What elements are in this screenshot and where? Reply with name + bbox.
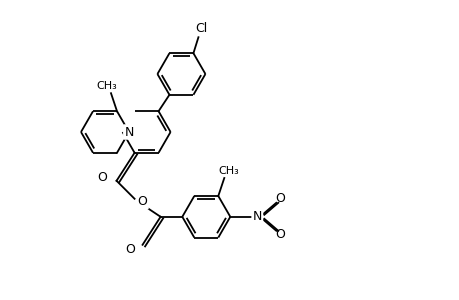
Text: N: N (124, 125, 134, 139)
Text: O: O (275, 228, 285, 241)
Text: N: N (252, 210, 262, 223)
Text: CH₃: CH₃ (96, 81, 117, 91)
Text: O: O (97, 171, 107, 184)
Text: Cl: Cl (195, 22, 207, 35)
Text: O: O (275, 192, 285, 205)
Text: CH₃: CH₃ (218, 166, 238, 176)
Text: O: O (125, 243, 135, 256)
Text: O: O (137, 195, 147, 208)
